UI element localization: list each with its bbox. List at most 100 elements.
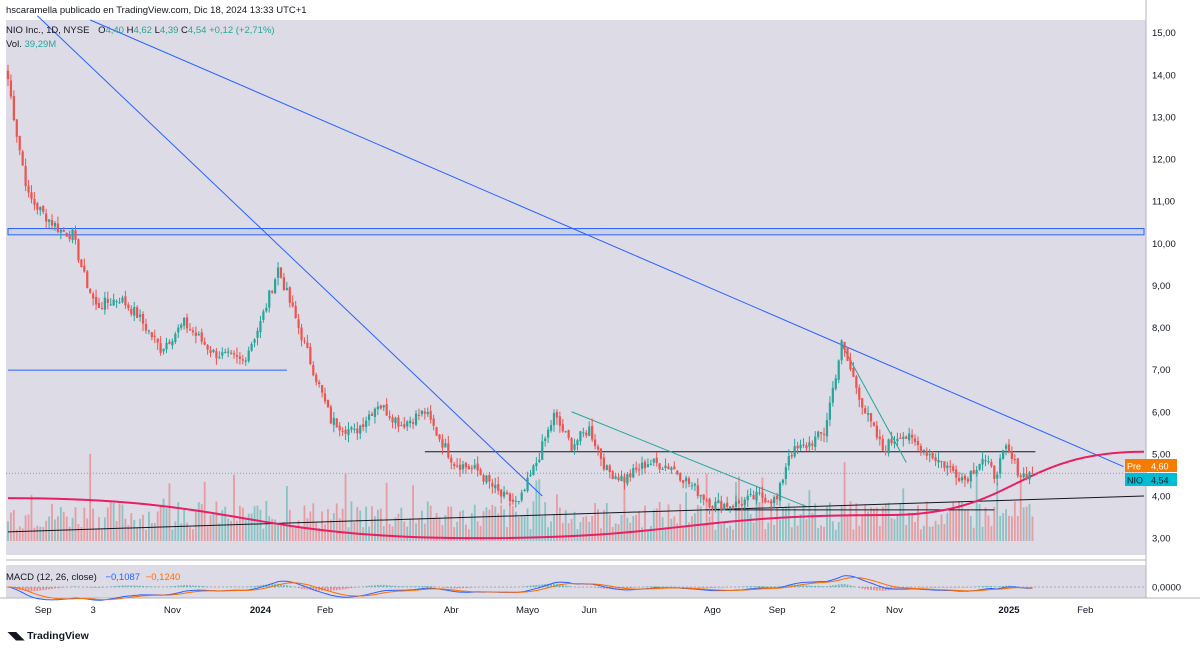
candle-body <box>517 501 520 503</box>
badge-value-bg <box>1147 473 1177 486</box>
volume-bar <box>265 500 268 541</box>
candle-body <box>999 458 1002 474</box>
candle-body <box>913 438 917 443</box>
volume-bar <box>444 515 447 541</box>
macd-histogram-bar <box>30 587 33 592</box>
volume-bar <box>470 512 473 541</box>
badge-label: NIO <box>1127 476 1143 486</box>
macd-histogram-bar <box>388 585 391 587</box>
volume-bar <box>693 513 696 541</box>
candle-body <box>573 444 576 450</box>
publisher-line: hscaramella publicado en TradingView.com… <box>6 5 307 16</box>
candle-body <box>303 340 306 342</box>
volume-bar <box>497 513 500 541</box>
macd-histogram-bar <box>829 585 831 587</box>
support-trendline <box>7 495 1145 533</box>
candle-body <box>787 456 790 466</box>
volume-bar <box>283 521 285 541</box>
volume-bar <box>385 482 388 541</box>
volume-bar <box>365 506 368 541</box>
macd-histogram-bar <box>33 587 36 592</box>
macd-histogram-bar <box>834 584 837 587</box>
volume-bar <box>673 516 676 541</box>
macd-histogram-bar <box>796 584 799 587</box>
candle-body <box>185 317 189 329</box>
candle-body <box>963 475 967 480</box>
volume-bar <box>955 510 958 541</box>
volume-bar <box>62 511 65 541</box>
candle-body <box>323 393 327 402</box>
volume-bar <box>831 521 834 541</box>
volume-bar <box>652 509 655 541</box>
candle-body <box>802 444 805 446</box>
volume-bar <box>708 516 711 541</box>
volume-bar <box>679 504 682 541</box>
volume-bar <box>127 525 130 541</box>
volume-bar <box>18 526 21 541</box>
volume-bar <box>397 513 400 541</box>
candle-body <box>45 213 48 222</box>
volume-bar <box>547 527 550 541</box>
macd-histogram-bar <box>990 586 993 587</box>
candle-body <box>221 352 224 356</box>
macd-histogram-bar <box>48 587 50 590</box>
candle-body <box>320 384 324 393</box>
volume-bar <box>168 483 171 541</box>
volume-bar <box>236 520 238 541</box>
price-pane <box>6 20 1146 555</box>
candle-body <box>635 467 638 470</box>
macd-histogram-bar <box>465 587 467 588</box>
candle-body <box>315 374 318 383</box>
macd-histogram-bar <box>852 586 855 587</box>
candle-body <box>470 467 473 469</box>
candle-body <box>33 199 36 205</box>
macd-histogram-bar <box>787 585 790 587</box>
candle-body <box>367 414 371 421</box>
candle-body <box>740 504 743 506</box>
volume-bar <box>438 517 441 541</box>
volume-bar <box>655 508 658 541</box>
candle-body <box>1010 451 1014 459</box>
candle-body <box>118 302 121 304</box>
volume-bar <box>972 527 975 541</box>
volume-bar <box>59 507 62 541</box>
volume-bar <box>1025 506 1028 541</box>
volume-bar <box>735 482 737 541</box>
volume-bar <box>291 527 294 541</box>
volume-bar <box>95 529 97 541</box>
candle-body <box>268 290 271 308</box>
macd-histogram-bar <box>761 586 764 587</box>
candle-body <box>9 80 13 97</box>
macd-histogram-bar <box>764 586 767 587</box>
macd-histogram-bar <box>867 587 869 590</box>
macd-histogram-bar <box>893 587 896 590</box>
volume-bar <box>115 521 118 541</box>
candle-body <box>394 417 397 424</box>
volume-bar <box>594 503 596 541</box>
macd-histogram-bar <box>98 587 100 588</box>
volume-bar <box>887 502 890 541</box>
candle-body <box>488 475 491 482</box>
volume-bar <box>233 474 235 541</box>
candle-body <box>761 492 764 498</box>
candle-body <box>931 453 934 459</box>
candle-body <box>56 223 60 232</box>
volume-bar <box>664 526 667 541</box>
macd-histogram-bar <box>194 585 197 587</box>
volume-bar <box>975 472 978 541</box>
symbol-name[interactable]: NIO Inc., 1D, NYSE <box>6 25 90 36</box>
volume-bar <box>943 524 946 541</box>
candle-body <box>585 432 588 436</box>
volume-bar <box>784 506 787 541</box>
candle-body <box>438 434 441 440</box>
macd-histogram-bar <box>811 585 814 587</box>
volume-bar <box>811 512 814 541</box>
price-tick-label: 9,00 <box>1152 281 1171 292</box>
volume-bar <box>262 528 265 541</box>
macd-histogram-bar <box>429 586 432 587</box>
macd-histogram-bar <box>177 585 180 587</box>
volume-bar <box>92 508 95 541</box>
volume-bar <box>394 517 397 541</box>
candle-body <box>505 492 509 495</box>
candle-body <box>902 436 905 440</box>
